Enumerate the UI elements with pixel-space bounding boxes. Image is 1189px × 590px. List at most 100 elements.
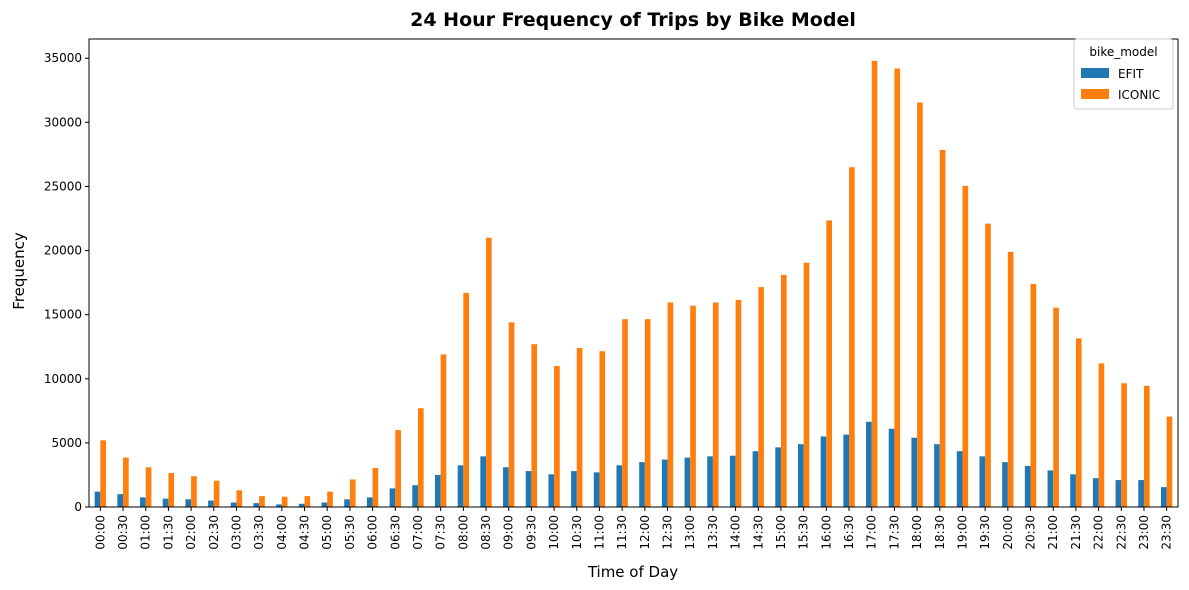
bar-efit-2130 [1070,474,1076,507]
bar-iconic-2130 [1075,338,1082,507]
bar-iconic-1700 [871,60,878,508]
bar-efit-1630 [843,434,850,507]
y-axis: 0 5000 10000 15000 20000 25000 30000 35000 [44,51,89,514]
bar-efit-1130 [616,465,623,507]
x-tick-label: 06:30 [388,515,402,550]
x-tick-label: 04:00 [275,515,289,550]
bar-efit-1200 [639,462,645,507]
x-tick-label: 05:30 [343,515,357,550]
bar-iconic-2200 [1098,363,1105,507]
y-tick-label: 25000 [44,179,82,193]
x-tick-label: 22:00 [1092,515,1106,550]
bar-efit-1400 [729,455,736,507]
bar-iconic-0100 [145,467,152,507]
bar-iconic-1030 [576,348,583,507]
legend-label-efit: EFIT [1118,67,1144,81]
bar-efit-1830 [934,444,940,507]
plot-frame [88,38,1179,508]
x-tick-label: 07:00 [411,515,425,550]
bar-efit-0700 [412,485,418,507]
bar-efit-1530 [797,444,804,507]
bar-efit-0900 [503,467,509,507]
bar-iconic-2100 [1053,307,1059,507]
bar-iconic-1300 [690,305,696,507]
x-axis: 00:00 00:30 01:00 01:30 02:00 02:30 03:00 03:30… [93,507,1174,550]
x-tick-label: 12:30 [661,515,675,550]
bar-efit-0100 [140,497,146,507]
bar-efit-1700 [866,421,872,507]
bar-efit-0330 [253,503,260,507]
bar-iconic-1200 [644,319,651,507]
x-tick-label: 20:00 [1001,515,1015,550]
bar-iconic-1230 [667,302,674,507]
bar-efit-0200 [185,499,192,507]
x-axis-label: Time of Day [587,563,678,581]
bar-efit-0000 [94,491,101,507]
bar-iconic-0330 [259,496,265,507]
bar-efit-1330 [707,456,713,507]
y-tick-label: 15000 [44,308,82,322]
x-tick-label: 23:00 [1137,515,1151,550]
bar-efit-0300 [230,502,237,507]
bar-iconic-1600 [826,220,833,507]
bar-iconic-1830 [939,149,946,507]
bar-iconic-2300 [1143,385,1150,507]
y-tick-label: 20000 [44,244,82,258]
bar-iconic-2330 [1166,416,1173,507]
x-tick-label: 19:30 [978,515,992,550]
x-tick-label: 08:00 [456,515,470,550]
bar-efit-1430 [752,451,759,507]
bar-efit-1600 [820,436,827,507]
y-tick-label: 5000 [51,436,82,450]
x-tick-label: 01:30 [161,515,175,550]
bar-efit-1900 [956,451,963,507]
bar-iconic-0530 [349,479,356,507]
x-tick-label: 10:30 [570,515,584,550]
bar-efit-0400 [276,504,282,507]
bar-efit-0730 [434,474,441,507]
x-tick-label: 00:00 [93,515,107,550]
bar-efit-0800 [457,465,464,507]
x-tick-label: 14:00 [729,515,743,550]
bar-iconic-1800 [917,102,923,507]
bar-efit-1030 [571,471,577,507]
bar-iconic-1900 [962,185,969,507]
bar-efit-0830 [480,456,487,507]
x-tick-label: 04:30 [298,515,312,550]
x-tick-label: 08:30 [479,515,493,550]
bar-iconic-1630 [849,167,855,507]
x-tick-label: 13:00 [683,515,697,550]
x-tick-label: 15:30 [797,515,811,550]
bar-efit-2300 [1138,480,1144,507]
bar-iconic-2230 [1121,383,1127,507]
bar-efit-1100 [593,472,600,507]
bar-efit-0630 [389,488,396,507]
y-tick-label: 30000 [44,115,82,129]
bar-efit-0530 [344,499,350,507]
x-tick-label: 21:30 [1069,515,1083,550]
bar-efit-0930 [525,471,532,507]
x-tick-label: 12:00 [638,515,652,550]
bar-iconic-0930 [531,344,538,507]
legend-label-iconic: ICONIC [1118,88,1160,102]
bar-efit-0430 [298,503,305,507]
bar-iconic-0030 [123,457,129,507]
x-tick-label: 17:30 [887,515,901,550]
bar-iconic-2030 [1030,283,1037,507]
y-tick-label: 0 [74,500,82,514]
legend-title: bike_model [1089,45,1157,59]
bar-iconic-0800 [463,292,470,507]
x-tick-label: 05:00 [320,515,334,550]
bar-iconic-1930 [985,223,991,507]
bar-efit-2000 [1002,462,1008,507]
bar-iconic-0200 [191,476,197,507]
x-tick-label: 21:00 [1046,515,1060,550]
bar-iconic-1000 [554,365,560,507]
bar-efit-0500 [321,502,328,507]
legend-swatch-iconic [1081,89,1109,99]
x-tick-label: 18:30 [933,515,947,550]
bar-efit-1300 [684,457,691,507]
bar-efit-1800 [911,437,918,507]
bar-iconic-0400 [281,496,288,507]
